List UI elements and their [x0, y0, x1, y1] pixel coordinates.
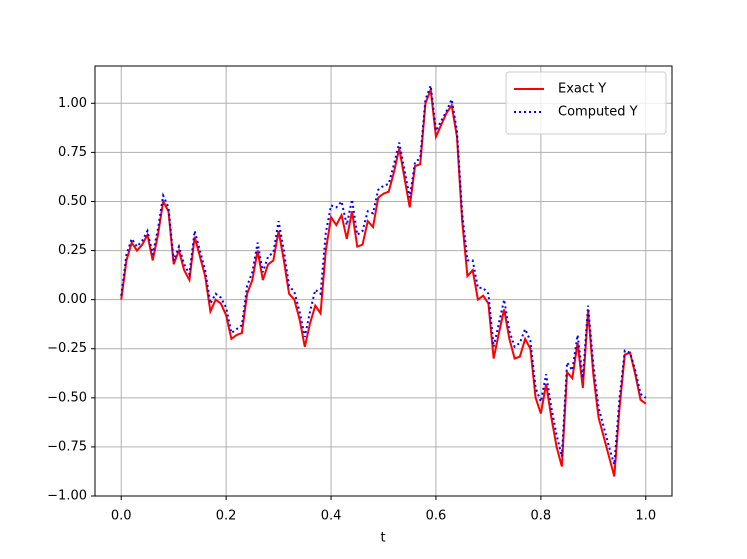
legend-label: Computed Y	[558, 105, 638, 120]
y-tick-label: 0.25	[58, 243, 87, 258]
y-tick-label: −0.75	[47, 439, 87, 454]
y-tick-label: 1.00	[58, 96, 87, 111]
x-tick-label: 0.8	[531, 509, 552, 524]
y-tick-label: −0.50	[47, 390, 87, 405]
data-line	[120, 89, 647, 477]
data-line	[120, 85, 647, 465]
legend-box	[505, 71, 667, 135]
x-tick-label: 0.4	[321, 509, 342, 524]
y-tick-label: −1.00	[47, 489, 87, 504]
x-tick-label: 0.6	[426, 509, 447, 524]
legend-label: Exact Y	[558, 82, 606, 97]
x-tick-label: 1.0	[635, 509, 656, 524]
y-tick-label: 0.00	[58, 292, 87, 307]
x-axis-label: t	[380, 531, 385, 546]
y-tick-label: 0.75	[58, 145, 87, 160]
x-tick-label: 0.2	[216, 509, 237, 524]
y-tick-label: −0.25	[47, 341, 87, 356]
y-tick-label: 0.50	[58, 194, 87, 209]
x-tick-label: 0.0	[111, 509, 132, 524]
plot-frame	[94, 65, 673, 497]
